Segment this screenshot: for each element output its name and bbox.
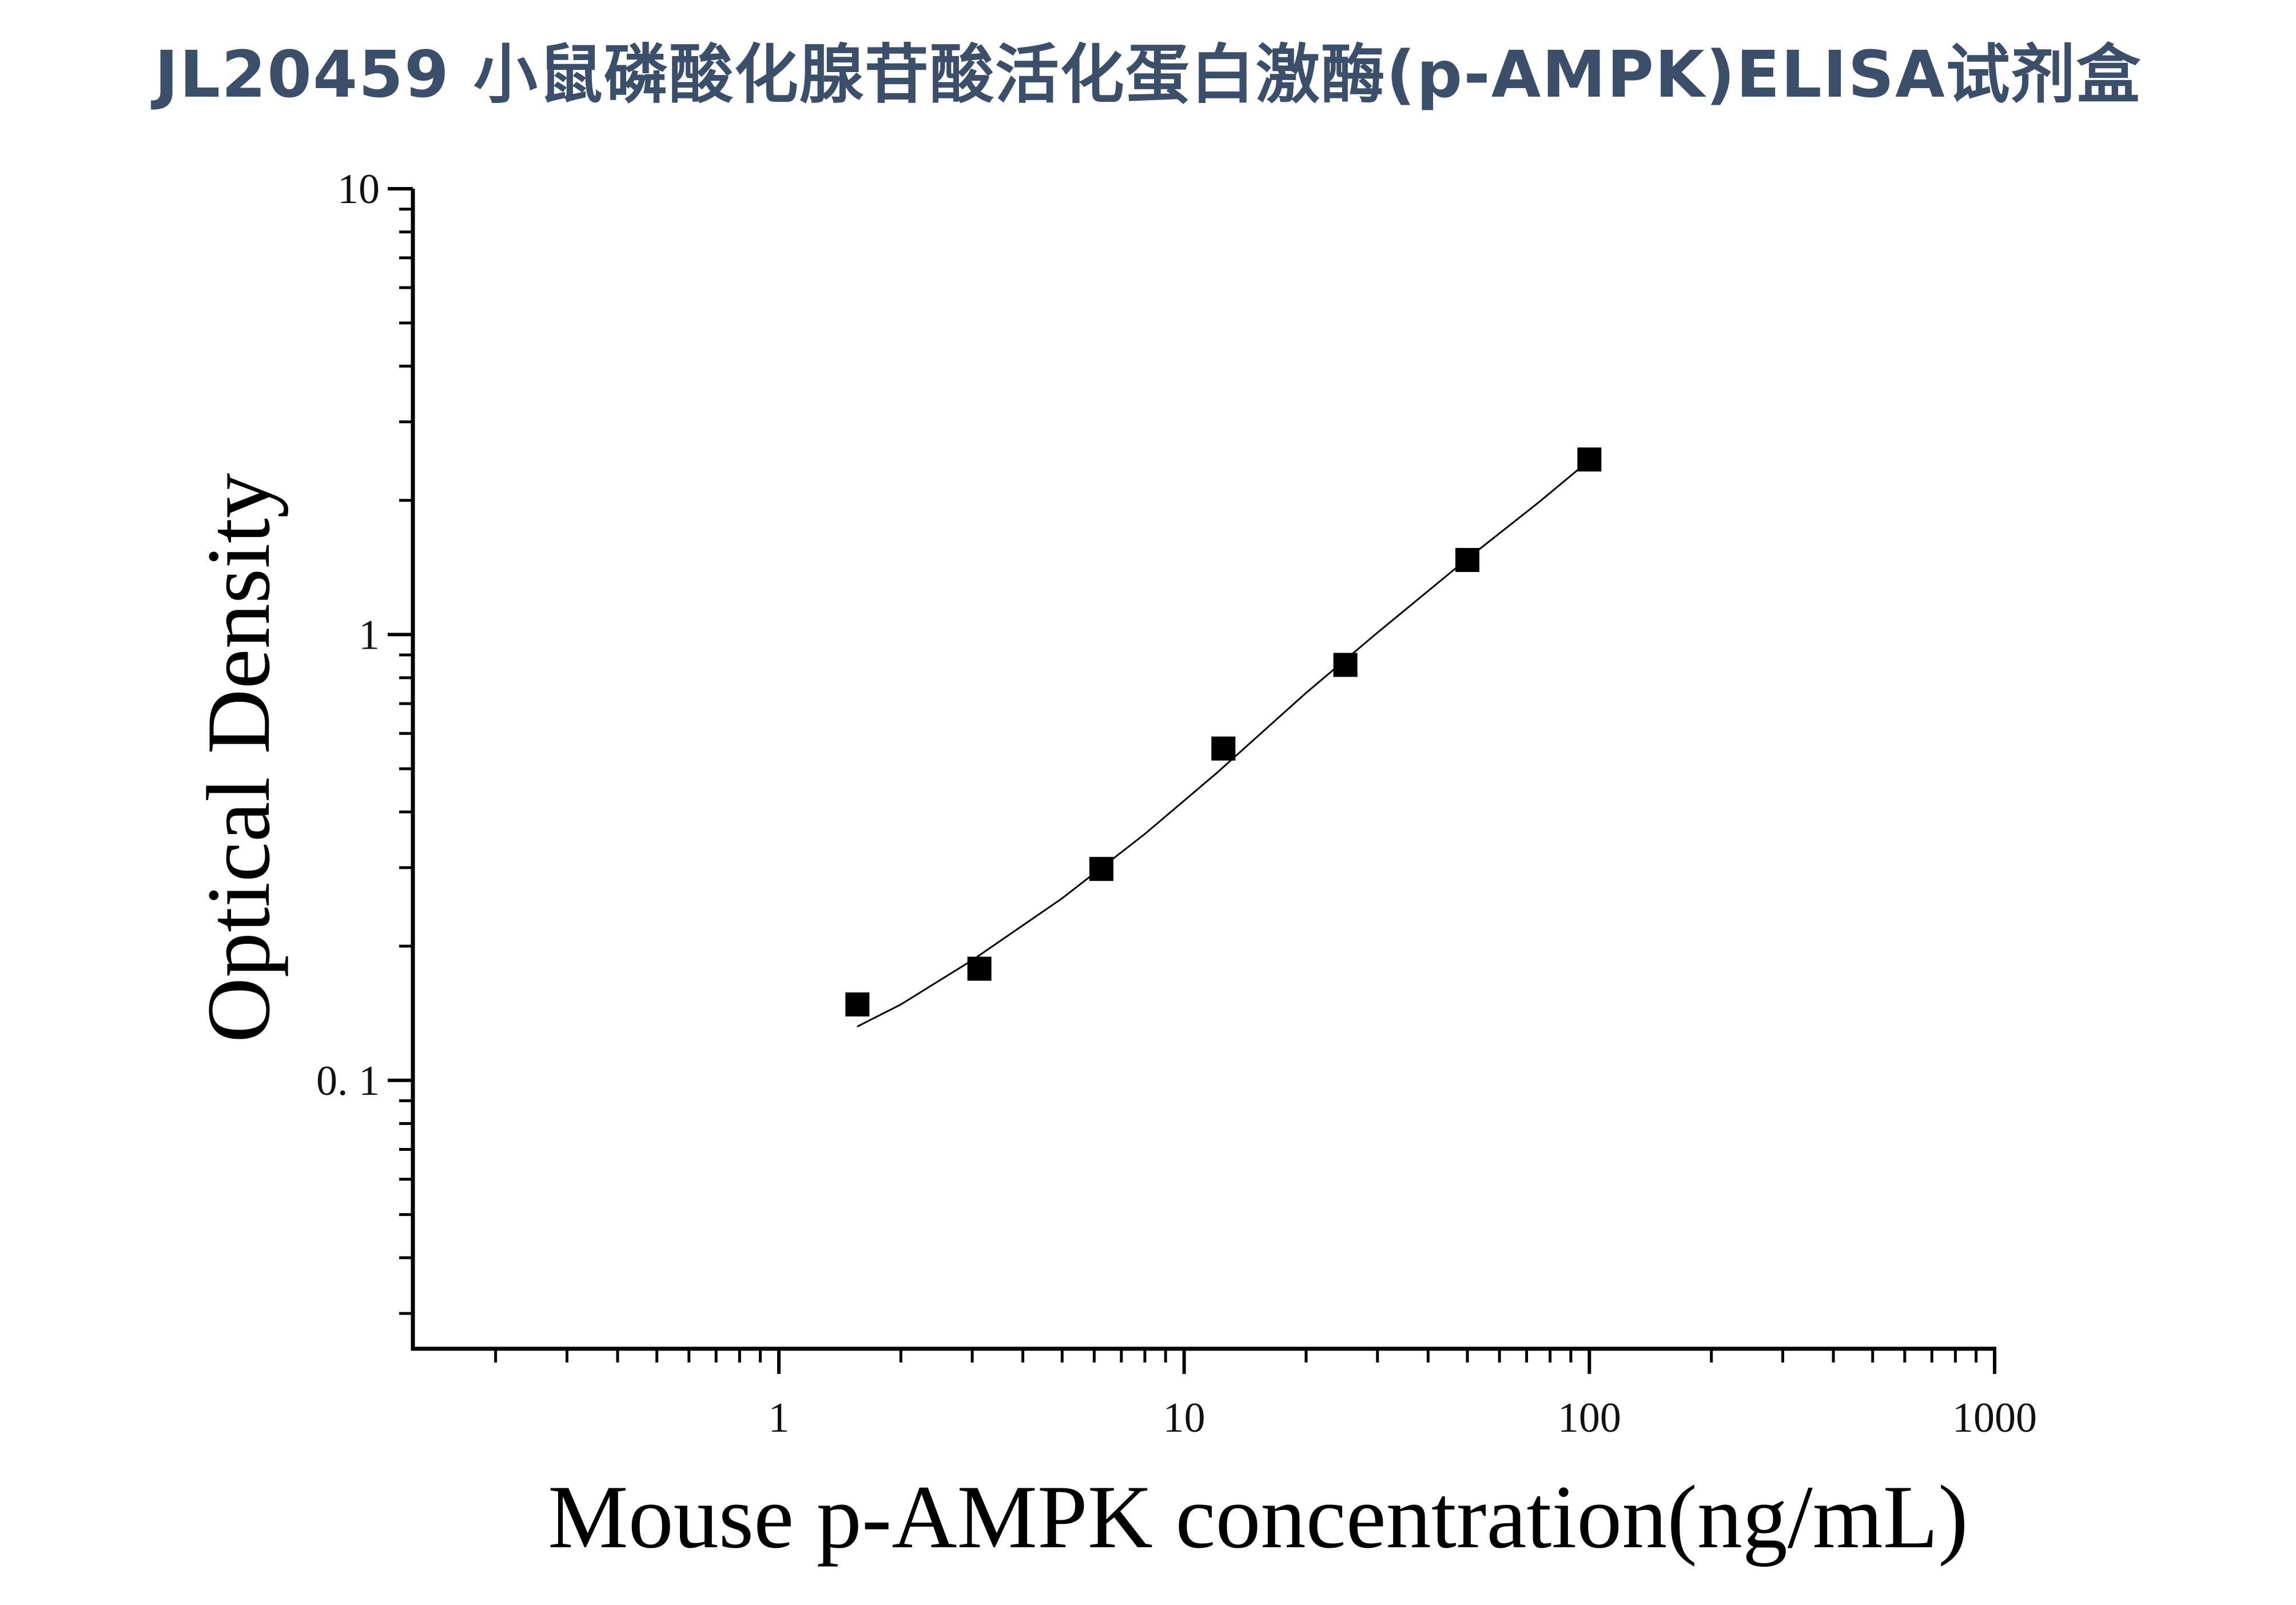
- x-axis-title: Mouse p-AMPK concentration(ng/mL): [548, 1467, 1968, 1567]
- data-point: [845, 992, 870, 1017]
- data-point: [1333, 653, 1358, 677]
- x-tick-label: 10: [1163, 1395, 1205, 1441]
- data-point: [1577, 447, 1602, 472]
- x-axis-minor-ticks: [494, 1349, 1978, 1362]
- x-axis-major-ticks: 1 10 100 1000: [768, 1349, 2037, 1441]
- fit-curve: [857, 459, 1590, 1028]
- y-axis-title: Optical Density: [189, 473, 289, 1043]
- data-point: [1211, 736, 1236, 761]
- x-tick-label: 100: [1558, 1395, 1621, 1441]
- page-title: JL20459 小鼠磷酸化腺苷酸活化蛋白激酶(p-AMPK)ELISA试剂盒: [154, 38, 2142, 112]
- y-axis-minor-ticks: [399, 208, 413, 1315]
- y-tick-label: 1: [359, 611, 380, 658]
- data-points: [845, 447, 1602, 1017]
- y-tick-label: 10: [337, 166, 380, 213]
- x-tick-label: 1: [768, 1395, 789, 1441]
- y-axis-major-ticks: 0. 1 1 10: [316, 166, 413, 1105]
- data-point: [967, 956, 992, 981]
- y-tick-label: 0. 1: [316, 1058, 380, 1105]
- data-point: [1089, 857, 1114, 881]
- x-tick-label: 1000: [1952, 1395, 2037, 1441]
- data-point: [1455, 547, 1479, 572]
